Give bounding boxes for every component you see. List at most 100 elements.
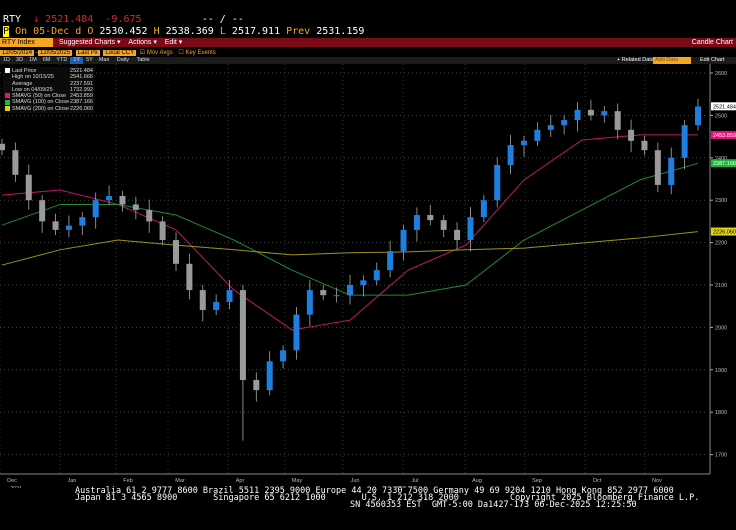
footer-line-3: SN 4560353 EST GMT-5:00 Da1427-173 06-De… (350, 500, 637, 510)
x-tick-label: Jul (411, 478, 418, 484)
period-3d[interactable]: 3D (16, 57, 24, 63)
candle (347, 285, 353, 296)
legend-swatch (5, 99, 10, 105)
x-tick-label: Oct (593, 478, 602, 484)
frequency-select[interactable]: Daily (116, 57, 129, 63)
y-tick-label: 1800 (715, 410, 727, 416)
legend-label: Last Price (12, 68, 37, 74)
related-data-button[interactable]: + Related Data (617, 57, 654, 63)
end-date-field[interactable]: 12/05/2025 (38, 50, 73, 56)
period-ytd[interactable]: YTD (56, 57, 68, 63)
period-6m[interactable]: 6M (42, 57, 51, 63)
legend-value: 2521.484 (70, 68, 93, 74)
candle (695, 106, 701, 126)
legend-swatch (5, 93, 10, 99)
candle (213, 301, 220, 311)
x-tick-label: Jun (351, 478, 360, 484)
line-style-select[interactable]: Last Px (75, 50, 100, 56)
high-value: 2538.369 (165, 26, 214, 37)
candle (106, 195, 113, 201)
low-value: 2517.911 (231, 26, 281, 37)
price-tag-label: 2226.060 (713, 230, 736, 236)
bid-ask: -- / -- (201, 14, 244, 25)
candle (521, 140, 527, 146)
suggested-charts-menu[interactable]: Suggested Charts (58, 39, 115, 46)
prev-label: Prev (286, 26, 311, 37)
mov-avgs-toggle[interactable]: ☑ Mov Avgs (139, 50, 173, 56)
legend-row: Average 2237.591 (5, 81, 93, 87)
x-tick-label: Jan (68, 478, 77, 484)
candle (306, 290, 313, 315)
key-events-toggle[interactable]: ☐ Key Events (178, 50, 216, 56)
candle (574, 109, 581, 121)
y-tick-label: 2200 (715, 241, 727, 247)
period-5y[interactable]: 5Y (86, 57, 93, 63)
y-tick-label: 2500 (715, 113, 727, 119)
sma-line (1, 231, 699, 266)
legend-row: SMAVG (100) on Close 2387.166 (5, 99, 93, 105)
y-tick-label: 1700 (715, 453, 727, 459)
x-tick-label: Feb (123, 478, 132, 484)
candle (280, 350, 287, 362)
period-1m[interactable]: 1M (29, 57, 37, 63)
price-chart[interactable]: 1700 1800 1900 2000 2100 2200 2300 2400 2500 2600… (0, 64, 736, 488)
price-tag (711, 130, 736, 139)
candle (681, 125, 688, 158)
candle (52, 221, 59, 230)
candle (25, 174, 32, 201)
candle (226, 290, 233, 302)
footer-line-1: Australia 61 2 9777 8600 Brazil 5511 239… (75, 486, 674, 496)
legend-value: 1732.992 (70, 86, 93, 93)
price-tag (711, 227, 736, 236)
chart-legend: Last Price 2521.484 High on 10/15/25 2541.6… (3, 67, 95, 114)
actions-menu[interactable]: Actions (128, 39, 152, 46)
legend-label: High on 10/15/25 (12, 74, 54, 81)
edit-chart-button[interactable]: Edit Chart (700, 57, 725, 63)
edit-menu[interactable]: Edit (164, 39, 177, 46)
x-tick-label: Nov (652, 478, 662, 484)
candle (373, 270, 380, 281)
candle (614, 111, 621, 130)
currency-select[interactable]: Local CCY (103, 50, 137, 56)
candle (654, 150, 661, 185)
footer-line-2: Japan 81 3 4565 8900 Singapore 65 6212 1… (75, 493, 700, 503)
ohlc-line: P On 05-Dec d O 2530.452 H 2538.369 L 25… (3, 26, 364, 37)
legend-value: 2541.666 (70, 74, 93, 81)
candle (173, 240, 179, 264)
period-max[interactable]: Max (98, 57, 110, 63)
legend-swatch (5, 105, 10, 111)
net-change: -9.675 (105, 14, 142, 25)
period-1d[interactable]: 1D (3, 57, 11, 63)
high-label: H (153, 26, 160, 37)
legend-value: 2387.166 (70, 99, 93, 106)
last-price: 2521.484 (45, 14, 94, 25)
candle (400, 229, 407, 252)
period-1y[interactable]: 1Y (70, 57, 84, 64)
x-tick-label: Aug (472, 478, 482, 484)
related-data-label: Related Data (621, 57, 654, 63)
legend-label: Average (12, 80, 33, 87)
y-tick-label: 2600 (715, 71, 727, 77)
legend-row: High on 10/15/25 2541.666 (5, 74, 93, 80)
ticker: RTY (3, 14, 22, 25)
legend-row: Last Price 2521.484 (5, 68, 93, 74)
candle (266, 361, 273, 391)
table-button[interactable]: Table (136, 57, 150, 63)
security-field[interactable]: RTY Index (0, 38, 53, 47)
low-label: L (219, 26, 226, 37)
year-label: 2025 (395, 486, 406, 488)
command-bar: RTY Index Suggested Charts ▾ Actions ▾ E… (0, 38, 736, 47)
candle (333, 295, 340, 297)
candle (387, 251, 394, 271)
candle (39, 200, 46, 222)
pin-icon[interactable]: P (3, 26, 10, 37)
x-tick-label: Sep (532, 478, 542, 484)
candle (480, 200, 487, 218)
year-label: 2024 (10, 486, 21, 488)
start-date-field[interactable]: 12/05/2024 (0, 50, 35, 56)
y-tick-label: 1900 (715, 368, 727, 374)
y-tick-label: 2100 (715, 283, 727, 289)
candle (146, 209, 153, 222)
candle (467, 217, 474, 241)
add-data-field[interactable]: Add Data (653, 57, 691, 64)
